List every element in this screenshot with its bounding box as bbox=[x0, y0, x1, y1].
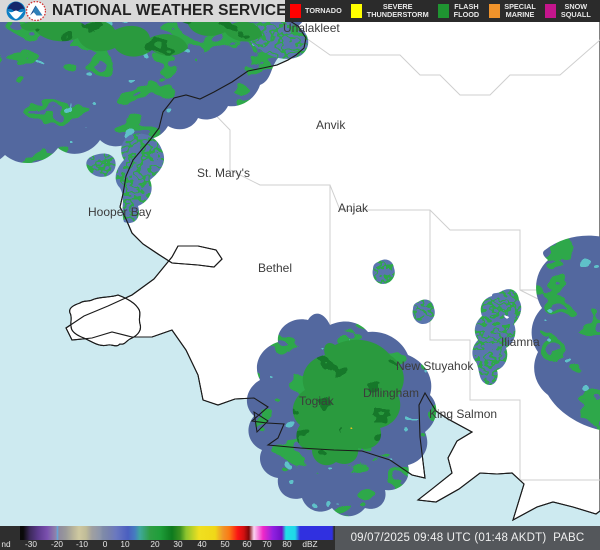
svg-text:King Salmon: King Salmon bbox=[429, 407, 497, 421]
svg-text:Bethel: Bethel bbox=[258, 261, 292, 275]
svg-text:St. Mary's: St. Mary's bbox=[197, 166, 250, 180]
svg-text:Hooper Bay: Hooper Bay bbox=[88, 205, 151, 219]
svg-text:Anvik: Anvik bbox=[316, 118, 346, 132]
svg-text:Togiak: Togiak bbox=[299, 394, 335, 408]
svg-text:Anjak: Anjak bbox=[338, 201, 369, 215]
svg-text:New Stuyahok: New Stuyahok bbox=[396, 359, 474, 373]
svg-text:Unalakleet: Unalakleet bbox=[283, 21, 340, 35]
svg-text:Dillingham: Dillingham bbox=[363, 386, 419, 400]
svg-text:Iliamna: Iliamna bbox=[501, 335, 540, 349]
